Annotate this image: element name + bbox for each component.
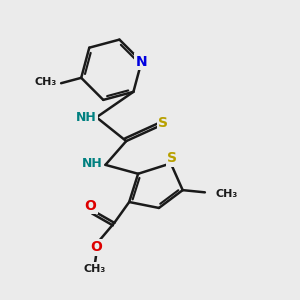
Text: N: N — [136, 55, 147, 69]
Text: O: O — [85, 199, 97, 213]
Text: O: O — [91, 241, 102, 254]
Text: NH: NH — [82, 157, 102, 170]
Text: CH₃: CH₃ — [34, 77, 57, 87]
Text: CH₃: CH₃ — [215, 189, 238, 199]
Text: CH₃: CH₃ — [84, 264, 106, 274]
Text: NH: NH — [76, 111, 97, 124]
Text: S: S — [167, 151, 177, 165]
Text: S: S — [158, 116, 168, 130]
